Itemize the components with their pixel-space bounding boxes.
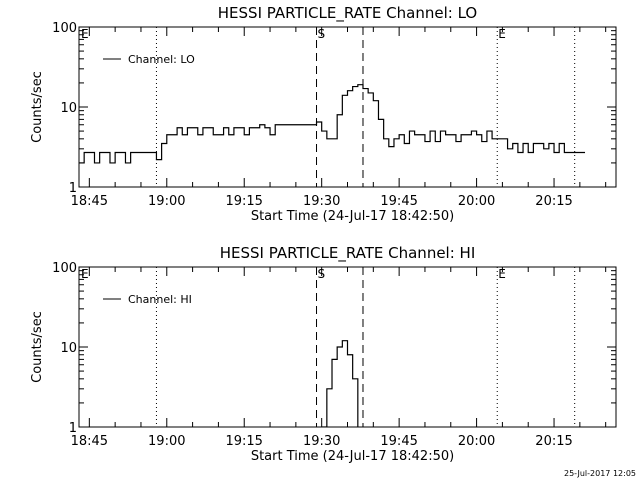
x-tick-label: 20:15 — [535, 194, 572, 209]
marker-label-E: E — [498, 267, 506, 281]
y-tick-label: 10 — [60, 101, 77, 116]
y-axis-label: Counts/sec — [30, 71, 45, 143]
x-tick-label: 20:00 — [458, 194, 495, 209]
y-tick-label: 10 — [60, 341, 77, 356]
chart-panel-lo: HESSI PARTICLE_RATE Channel: LO 1 10 100 18:… — [30, 4, 617, 224]
chart-panel-hi: HESSI PARTICLE_RATE Channel: HI 1 10 100 18:… — [30, 244, 617, 464]
corner-marker-label: E — [81, 267, 89, 281]
marker-label-E: E — [498, 27, 506, 41]
x-tick-label: 19:00 — [148, 194, 185, 209]
y-tick-label: 1 — [69, 421, 77, 436]
legend-label: Channel: LO — [128, 53, 195, 66]
plot-timestamp: 25-Jul-2017 12:05 — [563, 469, 636, 478]
y-axis-label: Counts/sec — [30, 311, 45, 383]
x-tick-label: 19:45 — [380, 434, 417, 449]
marker-label-S: S — [318, 267, 326, 281]
y-tick-label: 1 — [69, 181, 77, 196]
legend-label: Channel: HI — [128, 293, 192, 306]
y-tick-label: 100 — [52, 261, 77, 276]
chart-title: HESSI PARTICLE_RATE Channel: LO — [218, 4, 477, 23]
marker-label-S: S — [318, 27, 326, 41]
series-line — [321, 340, 359, 427]
x-axis-label: Start Time (24-Jul-17 18:42:50) — [251, 449, 454, 464]
x-axis-label: Start Time (24-Jul-17 18:42:50) — [251, 209, 454, 224]
plot-frame — [78, 26, 617, 188]
x-tick-label: 19:45 — [380, 194, 417, 209]
chart-title: HESSI PARTICLE_RATE Channel: HI — [220, 244, 476, 263]
series-line — [79, 84, 586, 164]
x-tick-label: 19:15 — [225, 194, 262, 209]
y-tick-label: 100 — [52, 21, 77, 36]
corner-marker-label: E — [81, 27, 89, 41]
x-tick-label: 19:30 — [303, 434, 340, 449]
x-tick-label: 19:30 — [303, 194, 340, 209]
x-tick-label: 18:45 — [71, 434, 108, 449]
x-tick-label: 19:00 — [148, 434, 185, 449]
x-tick-label: 19:15 — [225, 434, 262, 449]
x-tick-label: 20:00 — [458, 434, 495, 449]
x-tick-label: 18:45 — [71, 194, 108, 209]
x-tick-label: 20:15 — [535, 434, 572, 449]
